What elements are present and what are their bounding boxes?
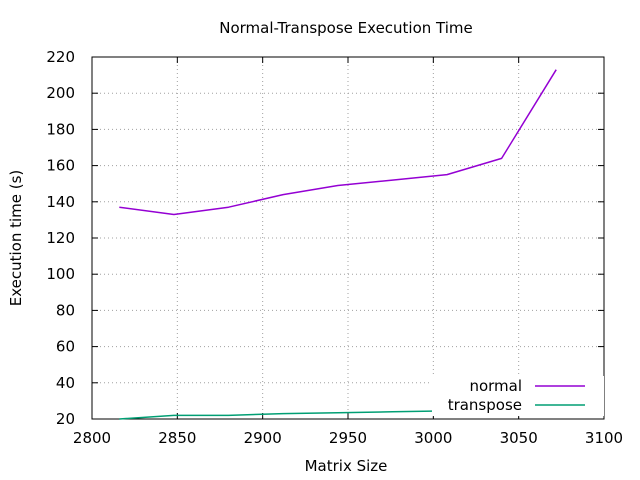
legend-label-normal: normal <box>469 377 522 395</box>
y-tick-label: 220 <box>46 48 75 66</box>
ticks: 2800 2850 2900 2950 3000 3050 3100 20 40 60 80 100 1… <box>46 48 623 447</box>
x-tick-label: 2800 <box>73 429 111 447</box>
y-tick-label: 80 <box>56 301 75 319</box>
grid <box>92 57 604 419</box>
y-tick-label: 180 <box>46 120 75 138</box>
x-tick-label: 3000 <box>414 429 452 447</box>
x-tick-label: 2850 <box>158 429 196 447</box>
y-tick-label: 40 <box>56 374 75 392</box>
x-tick-label: 2950 <box>329 429 367 447</box>
y-tick-label: 100 <box>46 265 75 283</box>
x-tick-label: 2900 <box>244 429 282 447</box>
y-tick-label: 20 <box>56 410 75 428</box>
series-line-normal <box>119 69 557 216</box>
y-axis-title: Execution time (s) <box>7 170 25 307</box>
y-tick-label: 120 <box>46 229 75 247</box>
y-tick-label: 200 <box>46 84 75 102</box>
legend-background <box>432 376 604 416</box>
x-tick-label: 3100 <box>585 429 623 447</box>
x-tick-label: 3050 <box>500 429 538 447</box>
y-tick-label: 160 <box>46 157 75 175</box>
legend-label-transpose: transpose <box>448 396 522 414</box>
y-tick-label: 60 <box>56 338 75 356</box>
x-axis-title: Matrix Size <box>305 457 388 475</box>
y-tick-label: 140 <box>46 193 75 211</box>
chart-title: Normal-Transpose Execution Time <box>219 19 473 37</box>
